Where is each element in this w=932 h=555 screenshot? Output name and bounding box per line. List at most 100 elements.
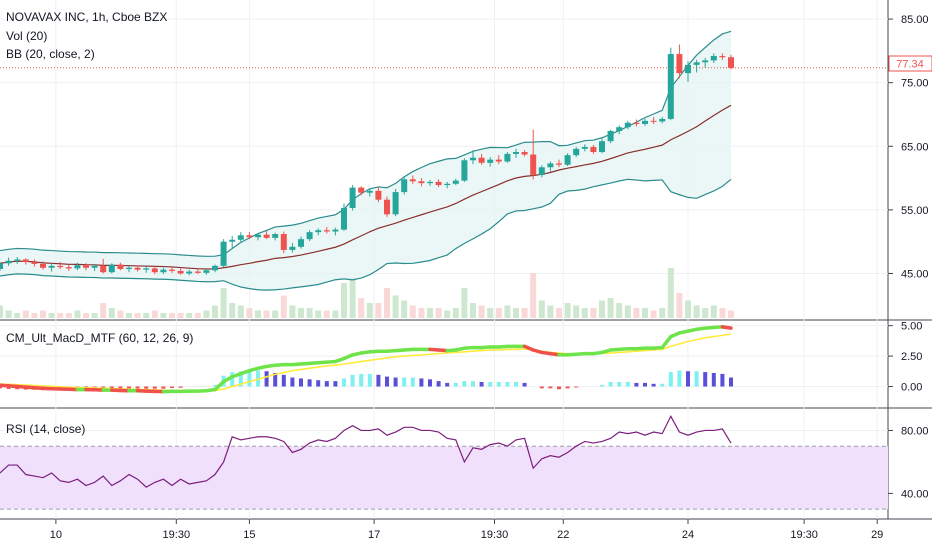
volume-bar	[281, 296, 287, 319]
candle-body	[255, 235, 261, 238]
candle[interactable]	[461, 158, 467, 182]
candle-body	[616, 127, 622, 131]
candle-body	[711, 56, 717, 60]
candle[interactable]	[393, 189, 399, 216]
y-tick-label: 55.00	[901, 205, 929, 217]
macd-histogram-bar	[497, 382, 501, 387]
macd-histogram-bar	[574, 387, 578, 388]
macd-histogram-bar	[462, 381, 466, 386]
volume-bar	[14, 313, 20, 318]
volume-bar	[719, 308, 725, 318]
candle-body	[496, 160, 502, 162]
volume-bar	[143, 313, 149, 318]
candle-body	[212, 266, 218, 270]
volume-bar	[307, 308, 313, 318]
volume-bar	[530, 273, 536, 318]
candle-body	[453, 181, 459, 184]
volume-bar	[590, 308, 596, 318]
candle[interactable]	[608, 130, 614, 143]
volume-bar	[659, 308, 665, 318]
macd-histogram-bar	[600, 385, 604, 386]
macd-histogram-bar	[325, 381, 329, 386]
candle-body	[83, 265, 89, 268]
volume-bar	[625, 306, 631, 319]
volume-bar	[427, 308, 433, 318]
volume-bar	[169, 313, 175, 318]
candle-body	[668, 54, 674, 119]
volume-bar	[221, 288, 227, 318]
legend-rsi[interactable]: RSI (14, close)	[6, 422, 85, 436]
candle[interactable]	[229, 236, 235, 248]
candle-body	[436, 182, 442, 185]
price-pane[interactable]	[0, 31, 888, 318]
legend-macd[interactable]: CM_Ult_MacD_MTF (60, 12, 26, 9)	[6, 331, 193, 345]
macd-histogram-bar	[660, 384, 664, 387]
candle-body	[178, 271, 184, 274]
volume-bar	[651, 311, 657, 319]
candle-body	[23, 259, 29, 262]
candle-body	[109, 265, 115, 273]
volume-bar	[375, 303, 381, 318]
macd-histogram-bar	[677, 371, 681, 387]
macd-histogram-bar	[505, 382, 509, 387]
candle[interactable]	[221, 239, 227, 267]
candle[interactable]	[530, 130, 536, 180]
y-tick-label: 65.00	[901, 141, 929, 153]
volume-bar	[49, 313, 55, 318]
macd-histogram-bar	[316, 380, 320, 386]
candle-body	[582, 147, 588, 149]
volume-bar	[212, 306, 218, 319]
candle[interactable]	[565, 153, 571, 166]
volume-bar	[436, 308, 442, 318]
candle-body	[358, 188, 364, 193]
macd-histogram-bar	[170, 387, 174, 388]
candle[interactable]	[668, 48, 674, 121]
legend-bollinger[interactable]: BB (20, close, 2)	[6, 47, 95, 61]
candle-body	[92, 266, 98, 268]
volume-bar	[487, 308, 493, 318]
volume-bar	[109, 308, 115, 318]
candle-body	[6, 261, 12, 264]
candle-body	[444, 184, 450, 185]
candle[interactable]	[281, 232, 287, 254]
x-tick-label: 24	[682, 529, 694, 541]
price-axis[interactable]: 85.0075.0065.0055.0045.005.002.500.0080.…	[888, 14, 929, 500]
candle-body	[651, 121, 657, 122]
volume-bar	[616, 303, 622, 318]
candle-body	[40, 264, 46, 268]
x-tick-label: 17	[368, 529, 380, 541]
candle-body	[659, 119, 665, 122]
candle-body	[186, 272, 192, 274]
volume-bar	[246, 308, 252, 318]
volume-bar	[599, 301, 605, 319]
volume-bar	[522, 308, 528, 318]
y-tick-label: 45.00	[901, 268, 929, 280]
volume-bar	[74, 311, 80, 319]
macd-histogram-bar	[333, 381, 337, 386]
volume-bar	[152, 311, 158, 319]
candle-body	[289, 247, 295, 250]
macd-line-segment	[722, 327, 731, 328]
volume-bar	[126, 313, 132, 318]
candle[interactable]	[350, 185, 356, 210]
candle-body	[264, 235, 270, 238]
volume-bar	[444, 311, 450, 319]
candle-body	[401, 179, 407, 192]
macd-histogram-bar	[712, 373, 716, 387]
volume-bar	[573, 306, 579, 319]
candle-body	[0, 263, 3, 269]
volume-bar	[642, 308, 648, 318]
volume-bar	[556, 308, 562, 318]
candle-body	[393, 192, 399, 214]
macd-histogram-bar	[179, 387, 183, 388]
legend-volume[interactable]: Vol (20)	[6, 29, 47, 43]
candle[interactable]	[109, 263, 115, 273]
macd-histogram-bar	[471, 381, 475, 386]
candle-body	[66, 267, 72, 268]
candle-body	[590, 147, 596, 152]
macd-histogram-bar	[634, 383, 638, 387]
macd-histogram-bar	[282, 375, 286, 387]
